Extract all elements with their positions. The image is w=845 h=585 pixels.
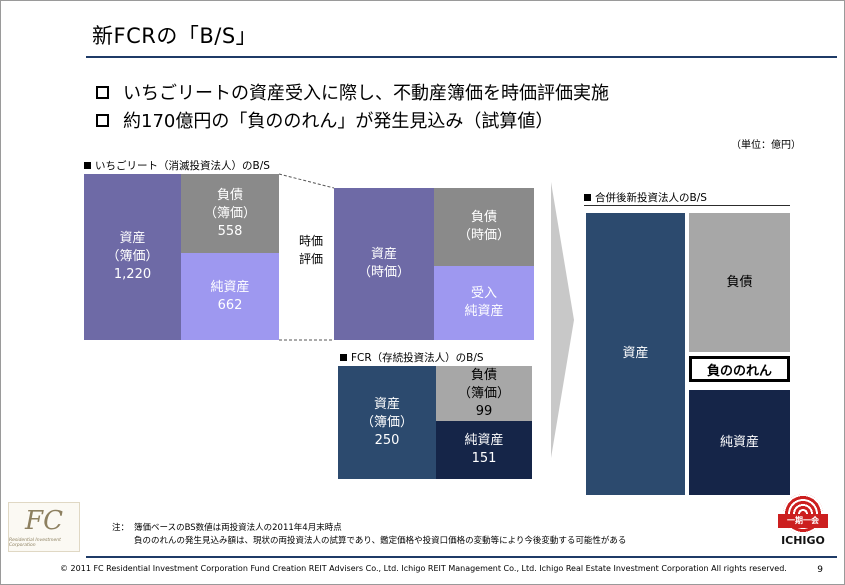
middle-net-assets-block: 受入 純資産	[434, 266, 534, 340]
negative-goodwill-box: 負ののれん	[689, 356, 790, 382]
bullet-text: 約170億円の「負ののれん」が発生見込み（試算値）	[123, 111, 554, 132]
middle-assets-block: 資産 （時価）	[334, 188, 434, 340]
ichigo-band: 一期一会	[778, 514, 828, 528]
square-marker-icon	[84, 162, 91, 169]
ichigo-wordmark: ICHIGO	[781, 534, 825, 547]
fcr-net-assets-block: 純資産 151	[436, 421, 532, 479]
square-marker-icon	[340, 354, 347, 361]
fcr-logo-subtitle: Residential Investment Corporation	[9, 537, 61, 548]
checkbox-bullet-icon	[96, 85, 109, 99]
note-lead: 注：	[112, 523, 130, 533]
arrow-right-icon	[551, 182, 574, 458]
bullet-item: いちごリートの資産受入に際し、不動産簿価を時価評価実施	[96, 79, 609, 105]
fcr-logo: FC Residential Investment Corporation	[8, 502, 80, 552]
fcr-monogram: FC	[25, 505, 63, 536]
copyright-footer: © 2011 FC Residential Investment Corpora…	[60, 564, 787, 573]
left-liabilities-block: 負債 （簿価） 558	[181, 174, 279, 253]
unit-label: （単位：億円）	[731, 140, 801, 151]
slide-title: 新FCRの「B/S」	[92, 24, 258, 48]
bullet-item: 約170億円の「負ののれん」が発生見込み（試算値）	[96, 107, 553, 133]
fcr-liabilities-block: 負債 （簿価） 99	[436, 366, 532, 421]
right-section-label: 合併後新投資法人のB/S	[584, 190, 707, 205]
checkbox-bullet-icon	[96, 113, 109, 127]
left-net-assets-block: 純資産 662	[181, 253, 279, 340]
left-assets-block: 資産 （簿価） 1,220	[84, 174, 181, 340]
fcr-section-label: FCR（存続投資法人）のB/S	[340, 350, 484, 365]
page-number: 9	[817, 565, 823, 575]
note-line: 簿価ベースのBS数値は両投資法人の2011年4月末時点	[134, 523, 342, 533]
title-rule	[86, 56, 837, 58]
square-marker-icon	[584, 194, 591, 201]
note-line: 負ののれんの発生見込み額は、現状の両投資法人の試算であり、鑑定価格や投資口価格の…	[134, 536, 627, 546]
merged-net-assets-block: 純資産	[689, 390, 790, 495]
merged-liabilities-block: 負債	[689, 213, 790, 352]
footer-rule	[86, 556, 837, 558]
middle-liabilities-block: 負債 （時価）	[434, 188, 534, 266]
ichigo-logo: 一期一会 ICHIGO	[778, 494, 828, 556]
footnotes: 注： 簿価ベースのBS数値は両投資法人の2011年4月末時点 負ののれんの発生見…	[112, 522, 626, 548]
right-caption-rule	[584, 205, 790, 206]
bullet-text: いちごリートの資産受入に際し、不動産簿価を時価評価実施	[123, 83, 609, 104]
left-section-label: いちごリート（消滅投資法人）のB/S	[84, 158, 270, 173]
fcr-assets-block: 資産 （簿価） 250	[338, 366, 436, 479]
revaluation-label: 時価 評価	[298, 234, 323, 266]
merged-assets-block: 資産	[586, 213, 685, 495]
